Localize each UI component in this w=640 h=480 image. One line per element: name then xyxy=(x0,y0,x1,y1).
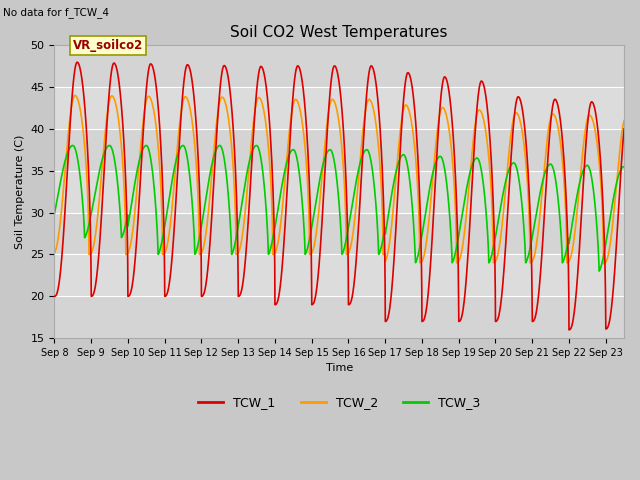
Bar xyxy=(54,45,624,87)
Line: TCW_1: TCW_1 xyxy=(54,62,624,330)
Y-axis label: Soil Temperature (C): Soil Temperature (C) xyxy=(15,134,25,249)
TCW_3 xyxy=(294,160,301,166)
TCW_2 xyxy=(294,99,301,105)
TCW_3 xyxy=(149,175,157,180)
TCW_2 xyxy=(620,118,628,123)
Bar xyxy=(54,129,624,170)
TCW_1 xyxy=(74,60,81,65)
TCW_2 xyxy=(600,261,607,266)
TCW_3 xyxy=(609,196,617,202)
Bar xyxy=(54,170,624,213)
X-axis label: Time: Time xyxy=(326,363,353,373)
TCW_2 xyxy=(51,250,58,256)
Bar xyxy=(54,296,624,338)
TCW_3 xyxy=(620,164,628,169)
TCW_1 xyxy=(620,126,628,132)
TCW_2 xyxy=(71,93,79,98)
TCW_1 xyxy=(565,327,573,333)
TCW_3 xyxy=(595,268,603,274)
TCW_3 xyxy=(116,199,124,205)
TCW_2 xyxy=(116,125,124,131)
Text: VR_soilco2: VR_soilco2 xyxy=(73,39,143,52)
Title: Soil CO2 West Temperatures: Soil CO2 West Temperatures xyxy=(230,24,448,39)
TCW_1 xyxy=(150,66,157,72)
Line: TCW_2: TCW_2 xyxy=(54,96,624,264)
TCW_2 xyxy=(609,216,617,221)
Line: TCW_3: TCW_3 xyxy=(54,145,624,271)
Legend: TCW_1, TCW_2, TCW_3: TCW_1, TCW_2, TCW_3 xyxy=(193,391,485,414)
TCW_3 xyxy=(51,211,58,217)
TCW_2 xyxy=(150,106,157,111)
TCW_1 xyxy=(548,110,556,116)
TCW_1 xyxy=(294,63,301,69)
Bar xyxy=(54,87,624,129)
Text: No data for f_TCW_4: No data for f_TCW_4 xyxy=(3,7,109,18)
Bar xyxy=(54,213,624,254)
TCW_1 xyxy=(269,188,277,194)
TCW_3 xyxy=(253,143,260,148)
TCW_1 xyxy=(609,287,617,292)
TCW_3 xyxy=(269,234,277,240)
TCW_3 xyxy=(548,162,556,168)
Bar xyxy=(54,254,624,296)
TCW_1 xyxy=(51,293,58,299)
TCW_2 xyxy=(548,112,556,118)
TCW_2 xyxy=(269,252,277,257)
TCW_1 xyxy=(116,84,124,90)
